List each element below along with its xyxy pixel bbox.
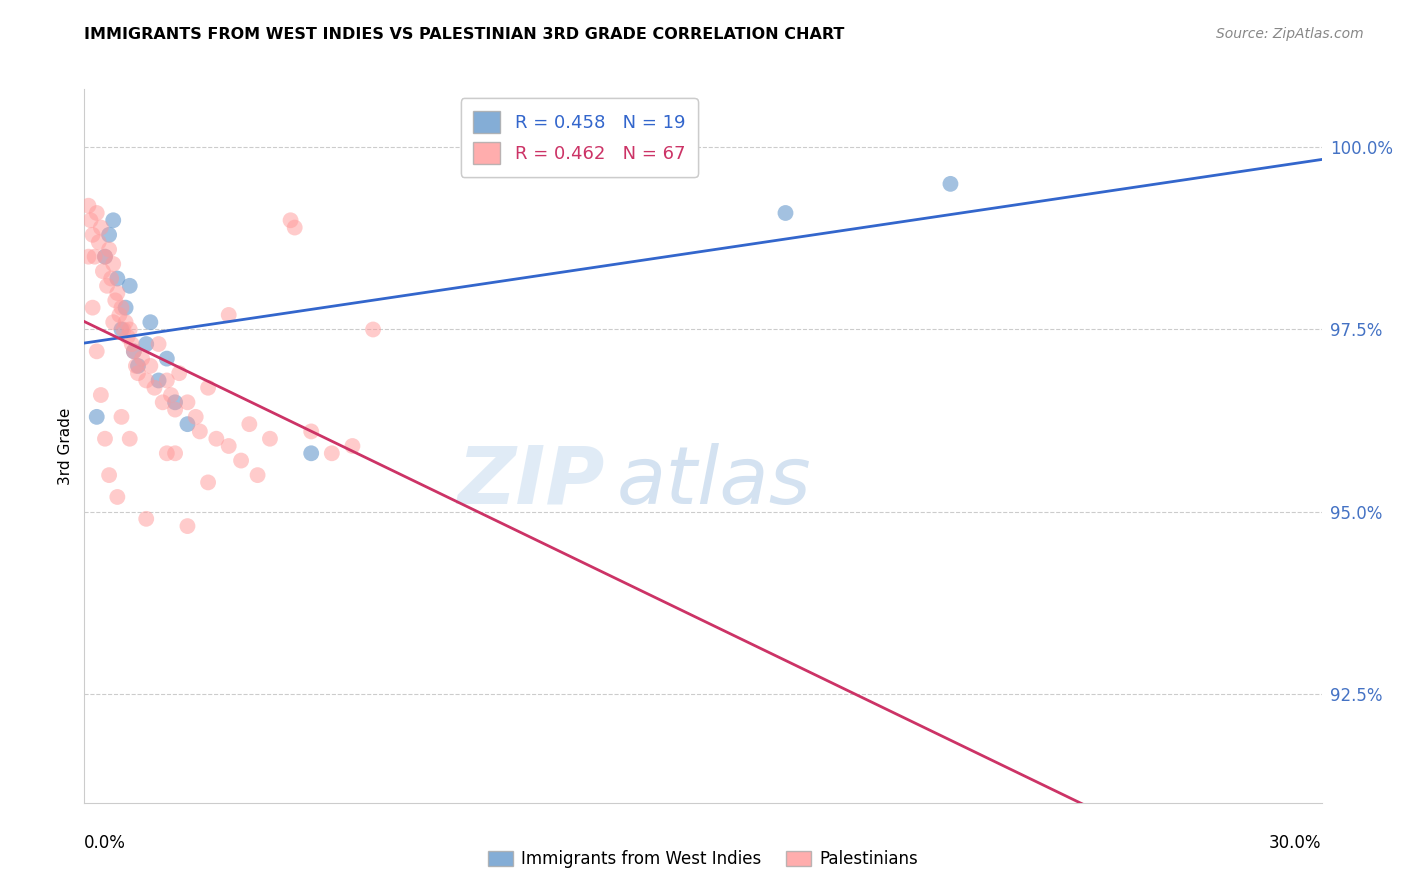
Point — [939, 177, 962, 191]
Point — [98, 468, 121, 483]
Point — [135, 512, 157, 526]
Point — [100, 271, 122, 285]
Point — [82, 301, 104, 315]
Point — [86, 206, 108, 220]
Point — [110, 322, 132, 336]
Point — [176, 395, 198, 409]
Text: ZIP: ZIP — [457, 442, 605, 521]
Point — [139, 359, 162, 373]
Point — [218, 439, 240, 453]
Point — [148, 374, 170, 388]
Point — [205, 432, 228, 446]
Point — [90, 220, 112, 235]
Point — [148, 337, 170, 351]
Point — [299, 425, 322, 439]
Point — [121, 337, 143, 351]
Point — [87, 235, 110, 249]
Point — [342, 439, 364, 453]
Point — [218, 308, 240, 322]
Y-axis label: 3rd Grade: 3rd Grade — [58, 408, 73, 484]
Point — [94, 250, 117, 264]
Point — [135, 374, 157, 388]
Point — [77, 199, 100, 213]
Text: 0.0%: 0.0% — [84, 834, 127, 852]
Point — [118, 322, 141, 336]
Point — [284, 220, 307, 235]
Point — [108, 308, 131, 322]
Point — [280, 213, 302, 227]
Point — [131, 351, 153, 366]
Point — [105, 490, 128, 504]
Point — [299, 446, 322, 460]
Point — [118, 432, 141, 446]
Point — [112, 322, 135, 336]
Point — [321, 446, 343, 460]
Point — [114, 315, 136, 329]
Point — [184, 409, 207, 424]
Point — [105, 286, 128, 301]
Point — [127, 359, 149, 373]
Point — [238, 417, 260, 432]
Point — [775, 206, 797, 220]
Point — [104, 293, 127, 308]
Point — [90, 388, 112, 402]
Point — [156, 351, 179, 366]
Point — [165, 395, 187, 409]
Point — [135, 337, 157, 351]
Point — [176, 519, 198, 533]
Point — [122, 344, 145, 359]
Point — [188, 425, 211, 439]
Point — [152, 395, 174, 409]
Point — [259, 432, 281, 446]
Legend: R = 0.458   N = 19, R = 0.462   N = 67: R = 0.458 N = 19, R = 0.462 N = 67 — [461, 98, 697, 177]
Text: atlas: atlas — [616, 442, 811, 521]
Point — [86, 409, 108, 424]
Point — [165, 446, 187, 460]
Point — [98, 243, 121, 257]
Text: 30.0%: 30.0% — [1270, 834, 1322, 852]
Point — [91, 264, 114, 278]
Point — [94, 432, 117, 446]
Point — [156, 446, 179, 460]
Point — [77, 250, 100, 264]
Point — [94, 250, 117, 264]
Point — [103, 315, 125, 329]
Point — [165, 402, 187, 417]
Legend: Immigrants from West Indies, Palestinians: Immigrants from West Indies, Palestinian… — [481, 844, 925, 875]
Point — [122, 344, 145, 359]
Point — [229, 453, 252, 467]
Point — [110, 301, 132, 315]
Point — [103, 257, 125, 271]
Point — [105, 271, 128, 285]
Text: Source: ZipAtlas.com: Source: ZipAtlas.com — [1216, 27, 1364, 41]
Point — [83, 250, 105, 264]
Point — [118, 278, 141, 293]
Point — [127, 366, 149, 380]
Point — [96, 278, 118, 293]
Point — [176, 417, 198, 432]
Point — [103, 213, 125, 227]
Point — [143, 381, 166, 395]
Point — [197, 381, 219, 395]
Text: IMMIGRANTS FROM WEST INDIES VS PALESTINIAN 3RD GRADE CORRELATION CHART: IMMIGRANTS FROM WEST INDIES VS PALESTINI… — [84, 27, 845, 42]
Point — [139, 315, 162, 329]
Point — [246, 468, 269, 483]
Point — [117, 330, 139, 344]
Point — [361, 322, 384, 336]
Point — [79, 213, 101, 227]
Point — [98, 227, 121, 242]
Point — [82, 227, 104, 242]
Point — [156, 374, 179, 388]
Point — [167, 366, 190, 380]
Point — [114, 301, 136, 315]
Point — [110, 409, 132, 424]
Point — [125, 359, 148, 373]
Point — [197, 475, 219, 490]
Point — [160, 388, 183, 402]
Point — [86, 344, 108, 359]
